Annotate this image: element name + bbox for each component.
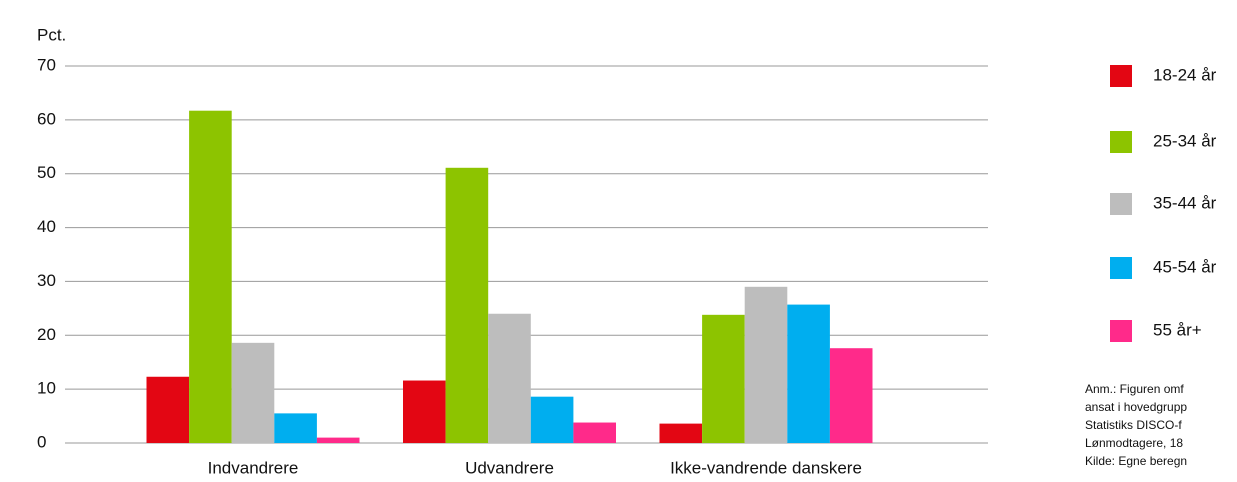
note-line: Kilde: Egne beregn: [1085, 454, 1187, 468]
legend-label: 25-34 år: [1153, 131, 1217, 150]
y-axis-label: Pct.: [37, 25, 66, 44]
note-line: Statistiks DISCO-f: [1085, 418, 1182, 432]
legend-label: 45-54 år: [1153, 257, 1217, 276]
y-tick-label: 50: [37, 163, 56, 182]
x-tick-label: Indvandrere: [208, 458, 299, 477]
legend-swatch: [1110, 193, 1132, 215]
y-tick-label: 60: [37, 109, 56, 128]
bar: [403, 380, 446, 443]
x-tick-label: Ikke-vandrende danskere: [670, 458, 862, 477]
y-tick-label: 20: [37, 325, 56, 344]
y-tick-label: 0: [37, 432, 46, 451]
note-line: Lønmodtagere, 18: [1085, 436, 1183, 450]
x-tick-label: Udvandrere: [465, 458, 554, 477]
bar: [787, 304, 830, 443]
bar: [274, 413, 317, 443]
legend-label: 35-44 år: [1153, 193, 1217, 212]
note-line: ansat i hovedgrupp: [1085, 400, 1187, 414]
bar: [702, 314, 745, 443]
bar: [445, 167, 489, 444]
legend-swatch: [1110, 65, 1132, 87]
bar: [231, 342, 275, 443]
note-line: Anm.: Figuren omf: [1085, 382, 1184, 396]
legend-swatch: [1110, 320, 1132, 342]
bar: [829, 348, 873, 443]
bar: [146, 376, 190, 443]
y-tick-label: 70: [37, 55, 56, 74]
legend-label: 18-24 år: [1153, 65, 1217, 84]
bar: [573, 422, 616, 443]
bar: [744, 286, 788, 443]
bar: [316, 437, 360, 443]
legend-swatch: [1110, 131, 1132, 153]
y-tick-label: 10: [37, 379, 56, 398]
bar: [530, 396, 574, 443]
bar: [488, 313, 531, 443]
y-tick-label: 30: [37, 271, 56, 290]
y-tick-label: 40: [37, 217, 56, 236]
legend-swatch: [1110, 257, 1132, 279]
bar: [189, 110, 232, 444]
bar: [659, 423, 703, 443]
legend-label: 55 år+: [1153, 320, 1202, 339]
